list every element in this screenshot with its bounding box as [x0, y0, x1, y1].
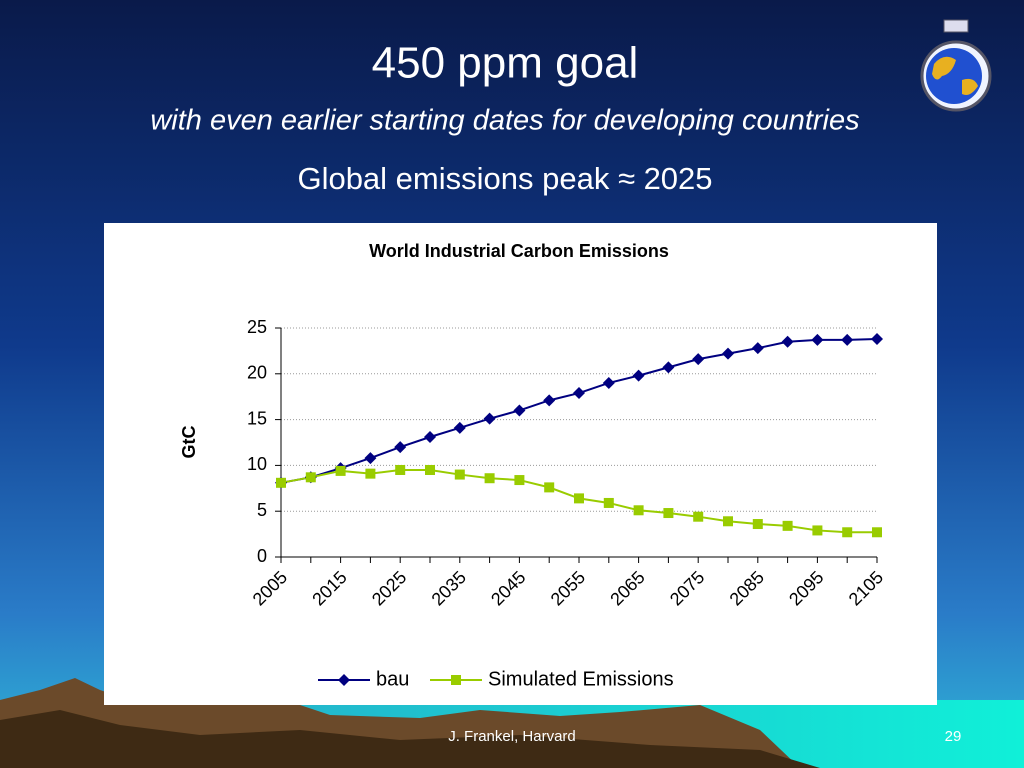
- data-point: [395, 464, 406, 475]
- data-point: [483, 412, 496, 425]
- data-point: [663, 508, 674, 519]
- data-point: [782, 520, 793, 531]
- y-tick-label: 5: [257, 500, 267, 520]
- data-point: [425, 464, 435, 475]
- data-point: [513, 404, 526, 417]
- data-point: [781, 335, 794, 348]
- data-point: [276, 477, 286, 488]
- data-point: [305, 472, 316, 483]
- slide-title: 450 ppm goal: [372, 39, 639, 88]
- data-point: [424, 431, 436, 444]
- data-point: [633, 505, 644, 516]
- data-point: [871, 332, 883, 345]
- data-point: [872, 527, 882, 538]
- data-point: [752, 519, 763, 530]
- data-point: [544, 482, 555, 493]
- data-point: [453, 421, 466, 434]
- data-point: [841, 333, 854, 346]
- legend-label: Simulated Emissions: [488, 668, 674, 690]
- data-point: [812, 525, 823, 536]
- data-point: [751, 342, 764, 355]
- data-point: [603, 497, 614, 508]
- footer: J. Frankel, Harvard: [448, 728, 576, 745]
- data-point: [364, 452, 377, 465]
- data-point: [484, 473, 495, 484]
- data-point: [574, 493, 584, 504]
- y-tick-label: 0: [257, 546, 267, 566]
- data-point: [842, 527, 853, 538]
- page-number: 29: [945, 728, 962, 745]
- data-point: [692, 353, 705, 366]
- legend-marker: [338, 674, 350, 686]
- slide-heading: Global emissions peak ≈ 2025: [297, 161, 712, 196]
- data-point: [693, 511, 704, 522]
- slide-subtitle: with even earlier starting dates for dev…: [150, 105, 859, 137]
- legend-marker: [451, 675, 461, 685]
- data-point: [335, 465, 346, 476]
- y-tick-label: 10: [247, 454, 267, 474]
- data-point: [365, 468, 376, 479]
- y-tick-label: 20: [247, 363, 267, 383]
- chart-title: World Industrial Carbon Emissions: [369, 241, 669, 261]
- chart-area: [104, 223, 937, 705]
- data-point: [454, 469, 465, 480]
- data-point: [632, 369, 645, 382]
- y-axis-label: GtC: [179, 426, 199, 459]
- data-point: [602, 376, 615, 389]
- mountains-shadow: [0, 710, 820, 768]
- data-point: [394, 441, 407, 454]
- data-point: [662, 361, 675, 374]
- flask-icon: [920, 19, 992, 112]
- y-tick-label: 15: [247, 408, 267, 428]
- legend-label: bau: [376, 668, 409, 690]
- data-point: [723, 516, 733, 527]
- data-point: [514, 475, 525, 486]
- data-point: [543, 394, 556, 407]
- data-point: [811, 333, 824, 346]
- data-point: [573, 387, 585, 400]
- data-point: [722, 347, 734, 360]
- y-tick-label: 25: [247, 317, 267, 337]
